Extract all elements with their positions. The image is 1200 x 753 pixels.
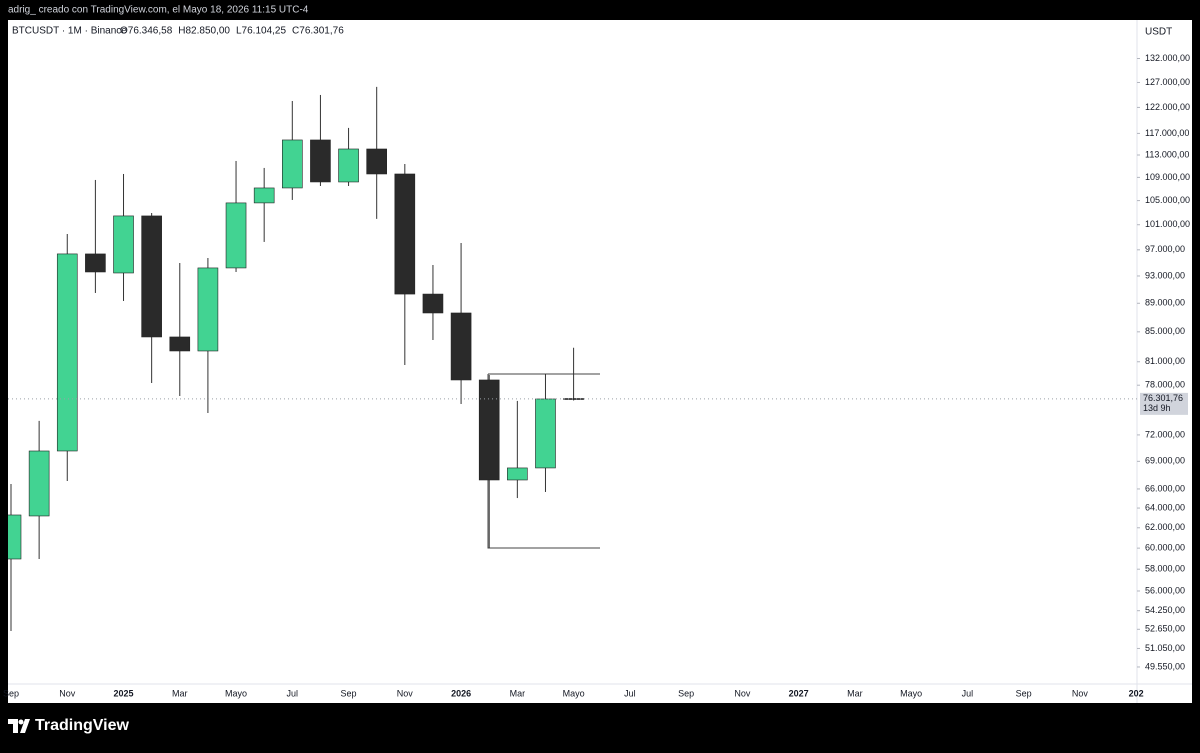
x-tick-label: Sep xyxy=(3,688,19,698)
y-tick-label: 81.000,00 xyxy=(1145,356,1185,366)
x-tick-label: Mayo xyxy=(563,688,585,698)
candle-body xyxy=(281,139,303,189)
candle-body xyxy=(197,267,219,352)
caption: adrig_ creado con TradingView.com, el Ma… xyxy=(8,5,309,16)
symbol-label: BTCUSDT · 1M · Binance xyxy=(12,26,127,37)
candle-body xyxy=(253,187,275,204)
candle-body xyxy=(338,148,359,183)
candle-body xyxy=(394,173,416,295)
candle-body xyxy=(85,253,106,273)
x-tick-label: Mayo xyxy=(225,688,247,698)
y-tick-label: 132.000,00 xyxy=(1145,53,1190,63)
countdown-label: 13d 9h xyxy=(1143,403,1171,413)
brand: TradingView xyxy=(8,717,130,734)
y-tick-label: 54.250,00 xyxy=(1145,605,1185,615)
chart-area xyxy=(8,20,1192,703)
ohlc-label: O76.346,58 xyxy=(120,26,173,37)
candle-body xyxy=(422,293,444,314)
x-tick-label: Mar xyxy=(510,688,526,698)
y-tick-label: 49.550,00 xyxy=(1145,661,1185,671)
y-tick-label: 52.650,00 xyxy=(1145,624,1185,634)
candle-body xyxy=(450,312,472,381)
brand-logo-dot xyxy=(18,719,24,725)
y-tick-label: 89.000,00 xyxy=(1145,298,1185,308)
brand-name: TradingView xyxy=(35,717,130,734)
x-tick-label: 2026 xyxy=(451,688,471,698)
candle-body xyxy=(169,336,191,352)
y-tick-label: 58.000,00 xyxy=(1145,564,1185,574)
ohlc-label: H82.850,00 xyxy=(178,26,230,37)
y-tick-label: 66.000,00 xyxy=(1145,483,1185,493)
y-tick-label: 69.000,00 xyxy=(1145,456,1185,466)
x-tick-label: 2025 xyxy=(114,688,134,698)
x-tick-label: Sep xyxy=(341,688,357,698)
ohlc-header: O76.346,58 H82.850,00 L76.104,25 C76.301,76 xyxy=(120,26,344,37)
y-tick-label: 56.000,00 xyxy=(1145,585,1185,595)
x-tick-label: 2027 xyxy=(789,688,809,698)
x-tick-label: Jul xyxy=(624,688,636,698)
y-tick-label: 122.000,00 xyxy=(1145,102,1190,112)
x-tick-label: Mar xyxy=(172,688,188,698)
y-tick-label: 64.000,00 xyxy=(1145,502,1185,512)
y-tick-label: 78.000,00 xyxy=(1145,380,1185,390)
x-tick-label: Nov xyxy=(1072,688,1089,698)
y-tick-label: 97.000,00 xyxy=(1145,244,1185,254)
x-tick-label: Nov xyxy=(397,688,414,698)
candle-body xyxy=(535,398,556,469)
y-tick-label: 109.000,00 xyxy=(1145,172,1190,182)
x-tick-label: Jul xyxy=(287,688,299,698)
y-tick-label: 93.000,00 xyxy=(1145,270,1185,280)
y-tick-label: 51.050,00 xyxy=(1145,643,1185,653)
last-price-box xyxy=(1140,392,1188,415)
candle-body xyxy=(478,379,500,481)
brand-logo xyxy=(8,719,30,733)
y-tick-label: 113.000,00 xyxy=(1145,149,1189,159)
y-tick-label: 117.000,00 xyxy=(1145,128,1189,138)
x-tick-label: Mayo xyxy=(900,688,922,698)
x-tick-label: Mar xyxy=(847,688,863,698)
y-tick-label: 101.000,00 xyxy=(1145,219,1190,229)
x-tick-label: Nov xyxy=(59,688,76,698)
candle-body xyxy=(366,148,387,175)
x-tick-label: Nov xyxy=(734,688,751,698)
candle-body xyxy=(56,253,78,452)
candles xyxy=(8,86,584,631)
ohlc-label: C76.301,76 xyxy=(292,26,344,37)
y-tick-label: 127.000,00 xyxy=(1145,77,1190,87)
candle-body xyxy=(28,450,50,517)
x-tick-label: Sep xyxy=(1016,688,1032,698)
y-tick-label: 105.000,00 xyxy=(1145,195,1190,205)
candle-body xyxy=(8,514,22,560)
candle-body xyxy=(113,215,134,274)
candle-body xyxy=(563,398,584,400)
y-tick-label: 62.000,00 xyxy=(1145,522,1185,532)
candle-body xyxy=(225,202,247,269)
x-tick-label: Jul xyxy=(962,688,974,698)
y-tick-label: 60.000,00 xyxy=(1145,543,1185,553)
currency-label: USDT xyxy=(1145,27,1172,38)
candle-body xyxy=(507,467,528,481)
y-tick-label: 85.000,00 xyxy=(1145,326,1185,336)
candle-body xyxy=(310,139,331,183)
y-tick-label: 72.000,00 xyxy=(1145,429,1185,439)
ohlc-label: L76.104,25 xyxy=(236,26,286,37)
x-tick-label: Sep xyxy=(678,688,694,698)
candle-body xyxy=(141,215,162,338)
x-tick-label: 202 xyxy=(1129,688,1144,698)
last-price-label: 76.301,76 xyxy=(1143,393,1183,403)
